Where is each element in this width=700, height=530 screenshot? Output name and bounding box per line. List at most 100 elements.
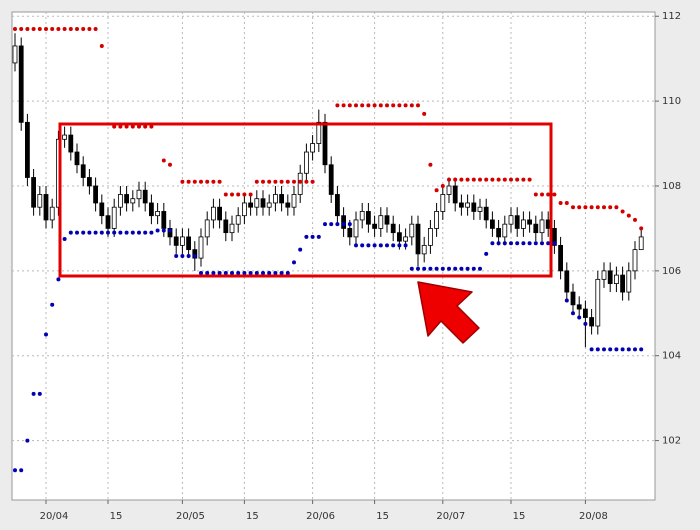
candle-body [365, 211, 371, 225]
sar-dot [577, 315, 582, 320]
candle-body [80, 164, 86, 178]
sar-dot [347, 103, 352, 108]
sar-dot [99, 43, 104, 48]
candle-body [31, 177, 37, 208]
sar-dot [254, 179, 259, 184]
sar-dot [341, 222, 346, 227]
sar-dot [180, 254, 185, 258]
sar-dot [75, 230, 79, 235]
candle-body [508, 215, 514, 225]
sar-dot [391, 103, 396, 108]
sar-dot [428, 266, 433, 271]
sar-dot [471, 266, 476, 271]
sar-dot [50, 302, 55, 307]
candle-body [285, 202, 291, 208]
sar-dot [614, 347, 619, 352]
candle-body [427, 228, 433, 246]
sar-dot [335, 222, 340, 227]
sar-dot [589, 205, 594, 210]
candle-body [186, 236, 192, 251]
candle-body [564, 270, 570, 293]
candle-body [192, 249, 198, 259]
sar-dot [13, 468, 17, 473]
sar-dot [130, 124, 135, 129]
candle-body [390, 223, 396, 234]
candle-body [440, 194, 446, 212]
sar-dot [595, 205, 600, 210]
candle-body [359, 211, 365, 221]
sar-dot [143, 230, 148, 235]
sar-dot [242, 270, 247, 275]
candle-body [235, 215, 241, 225]
candle-body [614, 274, 619, 284]
candle-body [279, 194, 285, 204]
candle-body [43, 194, 49, 221]
sar-dot [552, 192, 557, 197]
sar-dot [279, 270, 284, 275]
sar-dot [267, 179, 272, 184]
candle-body [489, 219, 495, 229]
candle-body [601, 270, 607, 280]
sar-dot [378, 103, 383, 108]
candle-body [316, 121, 322, 144]
candle-body [111, 206, 117, 229]
sar-dot [68, 230, 73, 235]
candle-body [341, 215, 347, 229]
sar-dot [533, 241, 538, 246]
sar-dot [199, 179, 203, 184]
sar-dot [409, 266, 414, 271]
sar-dot [465, 177, 470, 182]
sar-dot [509, 241, 513, 246]
sar-dot [459, 177, 464, 182]
sar-dot [310, 234, 315, 239]
candle-body [229, 223, 235, 234]
candle-body [558, 244, 563, 272]
candle-body [328, 164, 334, 195]
sar-dot [335, 103, 340, 108]
sar-dot [515, 241, 520, 246]
sar-dot [372, 243, 377, 248]
sar-dot [285, 270, 290, 275]
candle-body [179, 236, 185, 246]
sar-dot [155, 228, 160, 233]
sar-dot [31, 391, 36, 396]
x-tick-label: 15 [246, 511, 259, 522]
sar-dot [614, 205, 619, 210]
y-tick-label: 106 [662, 266, 681, 277]
candle-body [539, 219, 545, 234]
candle-body [570, 291, 576, 306]
candle-body [514, 215, 520, 229]
y-tick-label: 112 [662, 11, 681, 22]
candle-body [167, 228, 173, 238]
sar-dot [298, 179, 303, 184]
candle-body [24, 121, 30, 178]
sar-dot [292, 179, 296, 184]
sar-dot [409, 103, 414, 108]
sar-dot [44, 26, 48, 31]
sar-dot [223, 270, 228, 275]
candle-body [353, 219, 359, 238]
sar-dot [174, 254, 179, 258]
sar-dot [292, 260, 296, 265]
candle-body [248, 202, 254, 208]
x-tick-label: 15 [513, 511, 526, 522]
candle-body [303, 151, 309, 174]
sar-dot [316, 234, 321, 239]
candle-body [434, 211, 440, 229]
sar-dot [490, 177, 495, 182]
sar-dot [521, 177, 526, 182]
candle-body [74, 151, 80, 166]
candle-body [496, 228, 502, 238]
sar-dot [248, 192, 253, 197]
sar-dot [81, 26, 86, 31]
plot [12, 12, 655, 500]
sar-dot [186, 254, 191, 258]
candle-body [446, 185, 452, 195]
sar-dot [527, 241, 532, 246]
sar-dot [112, 124, 117, 129]
sar-dot [403, 103, 408, 108]
x-tick-label: 20/07 [436, 511, 465, 522]
sar-dot [385, 243, 389, 248]
sar-dot [589, 347, 594, 352]
candle-body [589, 317, 594, 327]
